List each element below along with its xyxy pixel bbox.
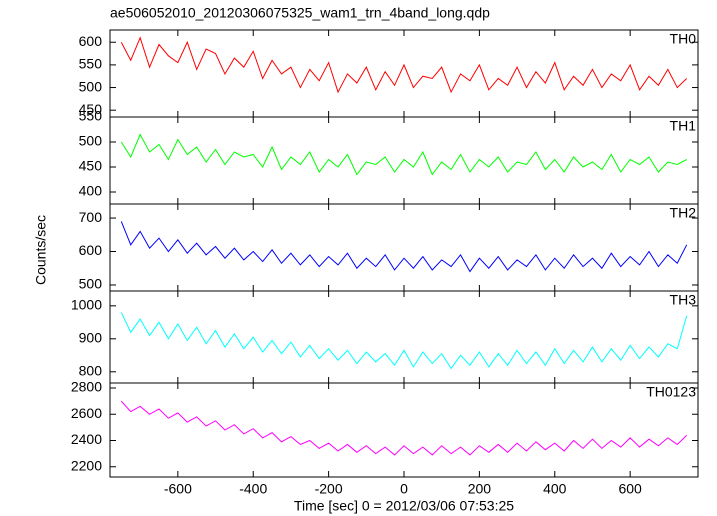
y-tick-label: 600 [79,242,103,258]
y-tick-label: 800 [79,362,103,378]
y-tick-label: 2200 [71,457,102,473]
panel-label: TH2 [670,205,697,221]
panel-label: TH1 [670,118,697,134]
x-tick-label: 600 [618,481,642,497]
data-line [120,133,687,176]
x-tick-label: 200 [468,481,492,497]
panel-label: TH0123 [646,384,696,400]
panel-frame [109,29,699,118]
x-tick-label: 400 [543,481,567,497]
data-line [120,221,688,273]
data-line [120,400,688,456]
y-axis-label: Counts/sec [33,215,49,285]
data-line [120,312,688,370]
panel-label: TH0 [670,31,697,47]
panel-frame [109,116,699,205]
y-tick-label: 2400 [71,431,102,447]
y-tick-label: 500 [79,276,103,292]
panel-frame [109,203,699,292]
y-tick-label: 2600 [71,405,102,421]
y-tick-label: 700 [79,209,103,225]
y-tick-label: 550 [79,56,103,72]
y-tick-label: 550 [79,108,103,124]
y-tick-label: 400 [79,183,103,199]
y-tick-label: 2800 [71,379,102,395]
x-tick-label: -400 [239,481,267,497]
x-axis-label: Time [sec] 0 = 2012/03/06 07:53:25 [294,498,514,514]
panel-frame [109,290,699,384]
data-line [120,36,688,94]
x-tick-label: -600 [164,481,192,497]
y-tick-label: 900 [79,330,103,346]
x-tick-label: 0 [400,481,408,497]
y-tick-label: 500 [79,78,103,94]
y-tick-label: 1000 [71,297,102,313]
y-tick-label: 600 [79,33,103,49]
y-tick-label: 450 [79,158,103,174]
y-tick-label: 450 [79,101,103,117]
chart-title: ae506052010_20120306075325_wam1_trn_4ban… [110,5,490,21]
panel-frame [109,382,699,478]
y-tick-label: 500 [79,133,103,149]
x-tick-label: -200 [315,481,343,497]
panel-label: TH3 [670,292,697,308]
